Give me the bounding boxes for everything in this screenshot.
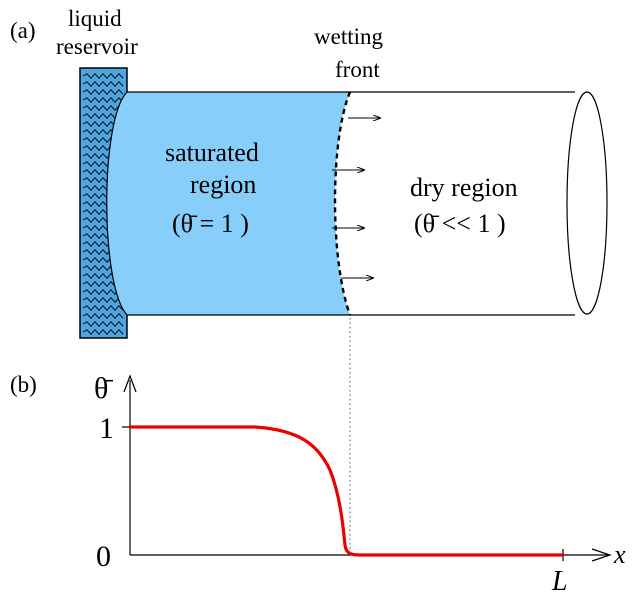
saturated-theta-value: (θ̄ = 1 ) <box>172 209 249 238</box>
reservoir-wave-line <box>82 297 124 303</box>
front-label-line1: wetting <box>314 24 383 49</box>
y-tick-1-label: 1 <box>99 412 114 445</box>
reservoir-wave-line <box>82 73 124 79</box>
tube-end-ellipse <box>566 91 608 315</box>
y-axis-arrowhead <box>123 374 137 393</box>
y-axis-label: θ̄ <box>94 372 113 405</box>
reservoir-label-line2: reservoir <box>56 34 138 59</box>
front-label-line2: front <box>335 57 380 82</box>
x-axis-arrowhead <box>591 548 612 562</box>
reservoir-wave-line <box>82 305 124 311</box>
y-tick-0-label: 0 <box>96 540 111 573</box>
panel-a-label: (a) <box>10 18 36 43</box>
panel-b: (b) θ̄ x 1 0 L <box>10 372 626 597</box>
saturated-label-line1: saturated <box>165 138 259 167</box>
saturated-label-line2: region <box>190 170 256 199</box>
reservoir-wave-line <box>82 81 124 87</box>
reservoir-wave-line <box>82 105 124 111</box>
reservoir-label-line1: liquid <box>68 6 122 31</box>
reservoir-wave-line <box>82 321 124 327</box>
x-axis-label: x <box>613 540 626 569</box>
saturation-profile-curve <box>130 425 563 557</box>
reservoir-wave-line <box>82 89 124 95</box>
dry-theta-value: (θ̄ << 1 ) <box>414 209 506 238</box>
reservoir-wave-line <box>82 97 124 103</box>
dry-region-label: dry region <box>410 173 518 202</box>
reservoir-wave-line <box>82 313 124 319</box>
wetting-front-line <box>333 91 352 316</box>
panel-b-label: (b) <box>10 372 37 397</box>
saturated-region <box>106 92 350 315</box>
reservoir-wave-line <box>82 329 124 335</box>
panel-a: (a) liquid reservoir wetting front satur… <box>10 6 608 339</box>
saturated-region-left-edge <box>106 91 128 316</box>
x-tick-L-label: L <box>551 566 568 594</box>
